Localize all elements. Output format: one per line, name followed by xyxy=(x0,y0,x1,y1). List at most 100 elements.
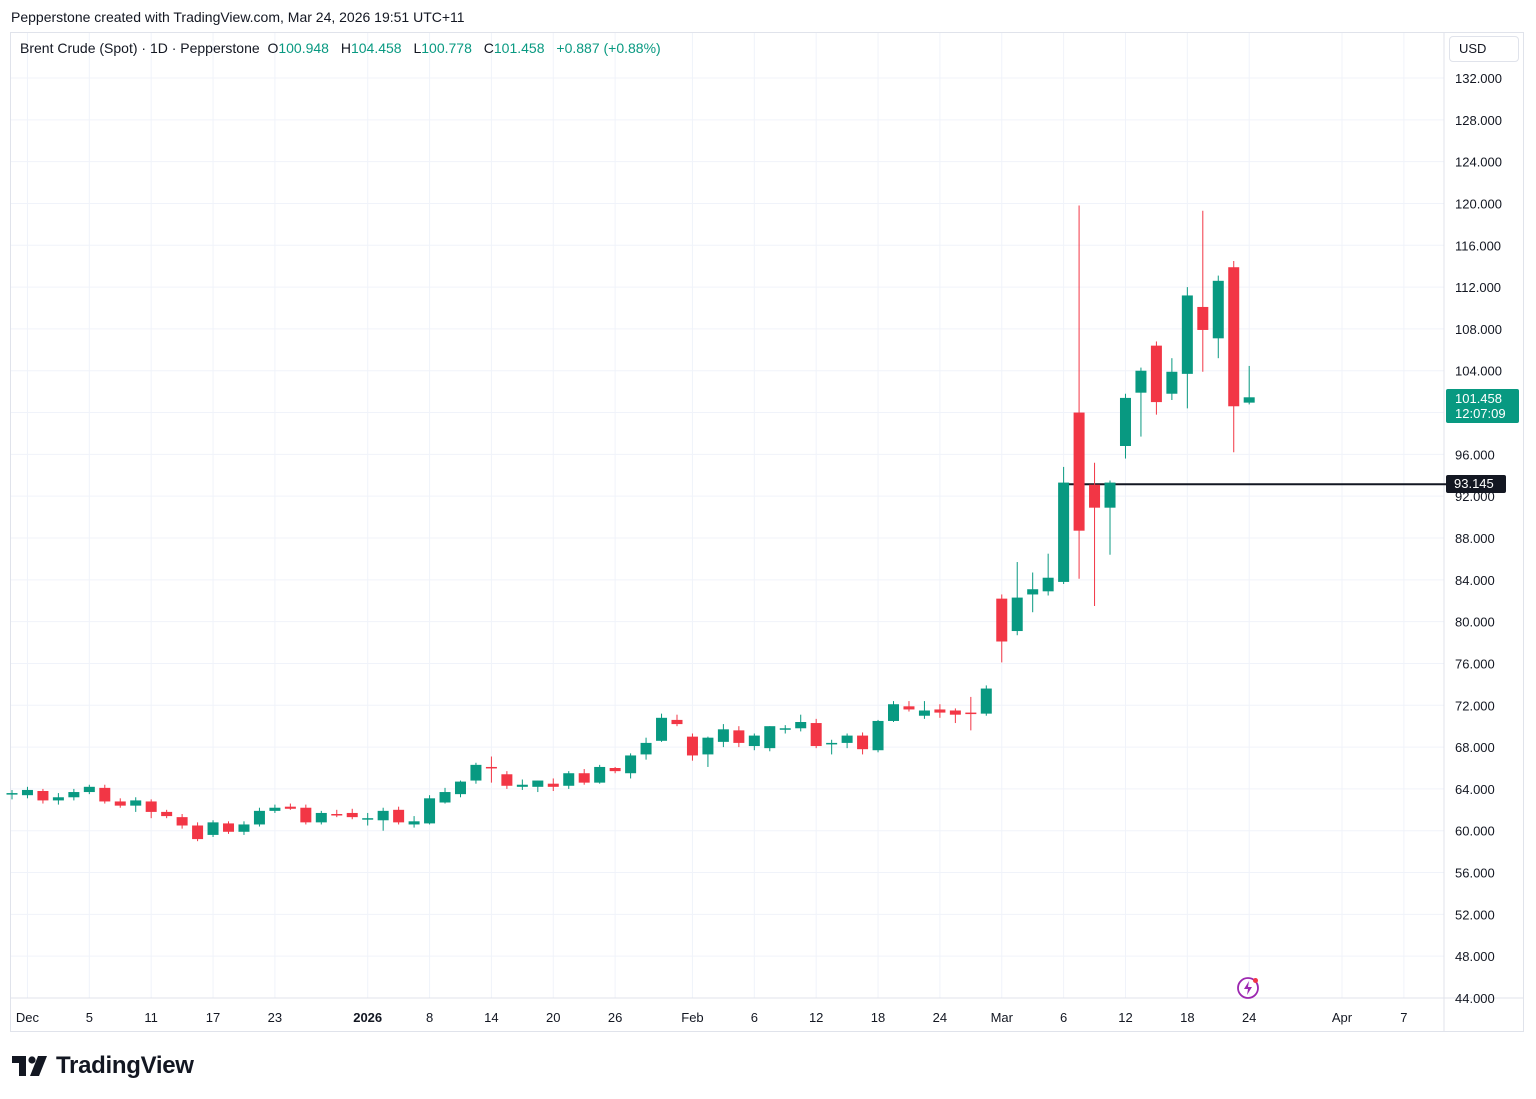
candle[interactable] xyxy=(470,762,482,784)
candle-body xyxy=(733,730,745,743)
candle[interactable] xyxy=(114,798,126,808)
candle[interactable] xyxy=(130,797,142,812)
candle[interactable] xyxy=(918,701,930,719)
candle[interactable] xyxy=(501,771,513,789)
candle[interactable] xyxy=(717,724,729,748)
candle[interactable] xyxy=(1027,572,1039,613)
candle[interactable] xyxy=(516,779,528,790)
candle[interactable] xyxy=(6,789,18,800)
candle[interactable] xyxy=(145,799,157,819)
candle[interactable] xyxy=(1119,393,1131,459)
candle[interactable] xyxy=(377,807,389,831)
candle[interactable] xyxy=(609,766,621,774)
candle[interactable] xyxy=(594,764,606,784)
candle[interactable] xyxy=(1104,480,1116,555)
candle[interactable] xyxy=(161,809,173,819)
candle[interactable] xyxy=(1166,358,1178,400)
candle[interactable] xyxy=(702,736,714,767)
candle[interactable] xyxy=(578,769,590,785)
candle[interactable] xyxy=(934,704,946,718)
candle[interactable] xyxy=(1150,341,1162,415)
candle[interactable] xyxy=(1089,462,1101,606)
candle[interactable] xyxy=(563,771,575,789)
candle-body xyxy=(269,807,281,811)
candle[interactable] xyxy=(424,795,436,825)
candle[interactable] xyxy=(346,808,358,820)
time-tick-label: Apr xyxy=(1332,1010,1353,1025)
candle[interactable] xyxy=(362,812,374,826)
candle[interactable] xyxy=(1212,275,1224,359)
symbol-legend: Brent Crude (Spot) · 1D · Pepperstone O1… xyxy=(20,40,661,56)
candle[interactable] xyxy=(1058,466,1070,584)
candle[interactable] xyxy=(1197,210,1209,372)
candle[interactable] xyxy=(764,726,776,752)
candle-body xyxy=(21,789,33,796)
candle-body xyxy=(826,742,838,745)
candle[interactable] xyxy=(965,696,977,731)
time-tick-label: 12 xyxy=(809,1010,823,1025)
candle[interactable] xyxy=(68,788,80,801)
candle[interactable] xyxy=(176,814,188,829)
candle[interactable] xyxy=(795,714,807,732)
candle[interactable] xyxy=(1042,553,1054,596)
candle[interactable] xyxy=(1073,205,1085,579)
candle-body xyxy=(284,806,296,809)
candle[interactable] xyxy=(686,733,698,761)
candle[interactable] xyxy=(779,725,791,734)
lightning-icon[interactable] xyxy=(1236,976,1260,1000)
candle-body xyxy=(779,728,791,730)
candle[interactable] xyxy=(21,786,33,799)
candle-body xyxy=(114,801,126,806)
candle[interactable] xyxy=(640,737,652,760)
candle[interactable] xyxy=(393,806,405,825)
candle[interactable] xyxy=(485,756,497,783)
candle[interactable] xyxy=(223,821,235,834)
price-tick-label: 124.000 xyxy=(1455,155,1502,170)
candle[interactable] xyxy=(980,685,992,716)
candle[interactable] xyxy=(238,821,250,835)
candle[interactable] xyxy=(810,718,822,749)
candle[interactable] xyxy=(547,778,559,791)
candle[interactable] xyxy=(83,784,95,795)
chart-frame[interactable] xyxy=(10,32,1524,1032)
candle[interactable] xyxy=(269,804,281,813)
candle[interactable] xyxy=(1135,367,1147,437)
candle[interactable] xyxy=(949,708,961,724)
candle[interactable] xyxy=(408,816,420,828)
candle[interactable] xyxy=(1243,365,1255,405)
candle[interactable] xyxy=(1181,287,1193,409)
candle[interactable] xyxy=(300,804,312,825)
candle[interactable] xyxy=(748,733,760,751)
candle[interactable] xyxy=(888,701,900,722)
candle[interactable] xyxy=(284,803,296,810)
candle[interactable] xyxy=(315,810,327,825)
candle[interactable] xyxy=(331,809,343,818)
candle[interactable] xyxy=(99,784,111,804)
candle-body xyxy=(161,811,173,817)
candle[interactable] xyxy=(454,780,466,798)
candle[interactable] xyxy=(37,788,49,804)
candle[interactable] xyxy=(253,807,265,827)
candle[interactable] xyxy=(1228,260,1240,453)
currency-button[interactable]: USD xyxy=(1449,36,1519,62)
candle[interactable] xyxy=(439,787,451,804)
candle[interactable] xyxy=(841,733,853,749)
candle[interactable] xyxy=(671,714,683,727)
candle[interactable] xyxy=(826,739,838,755)
candle[interactable] xyxy=(996,594,1008,663)
candle[interactable] xyxy=(207,820,219,837)
candle[interactable] xyxy=(872,719,884,753)
candle[interactable] xyxy=(532,780,544,793)
candle[interactable] xyxy=(52,793,64,805)
price-tick-label: 72.000 xyxy=(1455,698,1495,713)
candle[interactable] xyxy=(1011,562,1023,636)
candle[interactable] xyxy=(733,726,745,748)
candle[interactable] xyxy=(625,753,637,779)
candle[interactable] xyxy=(903,701,915,712)
candle[interactable] xyxy=(857,732,869,755)
candle[interactable] xyxy=(656,713,668,742)
candle[interactable] xyxy=(192,822,204,842)
brand-logo[interactable]: TradingView xyxy=(12,1052,194,1080)
legend-symbol[interactable]: Brent Crude (Spot) · 1D · Pepperstone xyxy=(20,40,260,56)
